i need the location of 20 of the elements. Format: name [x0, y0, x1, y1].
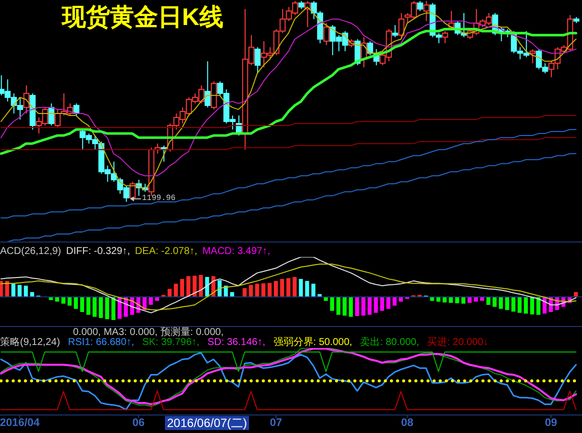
annotation: 策略(9,12,24)	[0, 337, 60, 348]
annotation: SK: 39.796↑,	[142, 337, 200, 348]
annotation: DEA: -2.078↑,	[135, 246, 198, 257]
x-tick-label: 09	[544, 417, 558, 429]
x-tick-label: 06	[132, 417, 145, 429]
annotation: 卖出: 80.000,	[360, 337, 420, 348]
annotation: DIFF: -0.329↑,	[66, 246, 130, 257]
x-tick-label: 07	[270, 417, 282, 429]
x-tick-label: 2016/04	[0, 417, 41, 429]
annotation: ACD(26,12,9)	[0, 246, 62, 257]
annotation: 1199.96	[142, 194, 176, 203]
x-tick-label: 08	[401, 417, 414, 429]
text: 0.000, MA3: 0.000, 预测量: 0.000,	[73, 327, 224, 338]
annotation: SD: 36.146↑,	[207, 337, 266, 348]
annotation: MACD: 3.497↑,	[202, 246, 270, 257]
chart-title: 现货黄金日K线	[62, 4, 224, 31]
text: 2016/06/07(二)	[165, 416, 250, 430]
annotation: 强弱分界: 50.000,	[273, 337, 352, 348]
annotation: 买进: 20.000↓	[427, 337, 488, 348]
annotation: RSI1: 66.680↑,	[68, 337, 134, 348]
